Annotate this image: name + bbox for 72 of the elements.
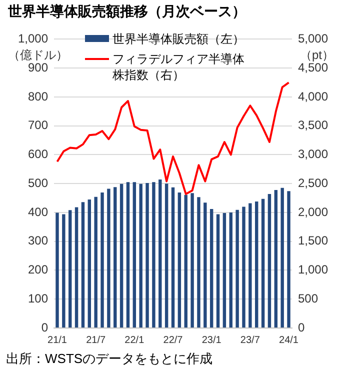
bar bbox=[94, 196, 98, 328]
bar bbox=[204, 202, 207, 328]
y-tick-label: 100 bbox=[28, 291, 48, 306]
y2-tick-label: 500 bbox=[298, 291, 318, 306]
text: 出所：WSTSのデータをもとに作成 bbox=[6, 350, 213, 368]
y2-tick-label: 2,500 bbox=[298, 176, 328, 190]
bar bbox=[248, 203, 252, 328]
y2-tick-label: 4,000 bbox=[298, 89, 328, 104]
bar bbox=[158, 180, 162, 328]
y-tick-label: 400 bbox=[28, 204, 48, 219]
bar bbox=[216, 214, 220, 328]
bar bbox=[287, 191, 290, 328]
y2-axis-title: （pt） bbox=[300, 47, 334, 63]
bar bbox=[164, 184, 168, 328]
bar bbox=[120, 184, 124, 328]
bar bbox=[126, 182, 130, 328]
bar bbox=[114, 187, 117, 328]
bar bbox=[139, 184, 142, 328]
bar bbox=[107, 188, 110, 328]
x-tick-label: 24/1 bbox=[279, 334, 299, 346]
x-tick-label: 21/7 bbox=[86, 334, 106, 346]
bar bbox=[261, 198, 265, 328]
bar bbox=[274, 190, 278, 328]
x-tick-label: 22/1 bbox=[124, 334, 145, 346]
legend-label: フィラデルフィア半導体株指数（右） bbox=[112, 51, 246, 84]
bar bbox=[254, 202, 258, 328]
bar bbox=[184, 194, 188, 328]
bar bbox=[88, 199, 92, 328]
chart-title: 世界半導体販売額推移（月次ベース） bbox=[8, 3, 246, 21]
bar bbox=[280, 188, 284, 328]
bar bbox=[68, 210, 72, 328]
bar bbox=[190, 193, 194, 328]
bar bbox=[178, 192, 182, 328]
y-tick-label: 0 bbox=[41, 320, 48, 334]
y2-tick-label: 3,500 bbox=[298, 118, 328, 132]
y-tick-label: 600 bbox=[28, 147, 48, 162]
bar bbox=[222, 213, 226, 328]
y-tick-label: 900 bbox=[28, 60, 48, 74]
legend-label: 世界半導体販売額（左） bbox=[112, 31, 246, 48]
bar bbox=[100, 192, 104, 328]
y-tick-label: 800 bbox=[28, 89, 48, 104]
bar bbox=[81, 202, 85, 328]
bar bbox=[146, 183, 149, 328]
y2-tick-label: 1,000 bbox=[298, 262, 328, 277]
bar bbox=[152, 182, 156, 328]
x-tick-label: 23/7 bbox=[240, 334, 260, 346]
y-tick-label: 500 bbox=[28, 176, 48, 190]
bar bbox=[171, 187, 175, 328]
y2-tick-label: 3,000 bbox=[298, 147, 328, 162]
bar bbox=[242, 206, 246, 328]
y-tick-label: 300 bbox=[28, 234, 48, 248]
y2-tick-label: 2,000 bbox=[298, 204, 328, 219]
bar bbox=[210, 209, 214, 328]
x-tick-label: 23/1 bbox=[202, 334, 222, 346]
bar bbox=[268, 194, 272, 328]
y2-tick-label: 4,500 bbox=[298, 60, 328, 74]
y2-tick-label: 1,500 bbox=[298, 234, 328, 248]
x-tick-label: 22/7 bbox=[163, 334, 184, 346]
bar bbox=[62, 214, 66, 328]
bar bbox=[56, 212, 59, 328]
bar bbox=[229, 212, 232, 328]
y-tick-label: 700 bbox=[28, 118, 48, 132]
y-tick-label: 200 bbox=[28, 262, 48, 277]
bar bbox=[74, 207, 78, 328]
x-tick-label: 21/1 bbox=[48, 334, 68, 346]
bar bbox=[236, 210, 239, 328]
bar bbox=[197, 197, 200, 328]
y-axis-title: （億ドル） bbox=[8, 47, 68, 63]
bar bbox=[132, 182, 136, 328]
y2-tick-label: 0 bbox=[298, 320, 305, 334]
y2-tick-label: 5,000 bbox=[298, 32, 328, 46]
y-tick-label: 1,000 bbox=[18, 32, 48, 46]
